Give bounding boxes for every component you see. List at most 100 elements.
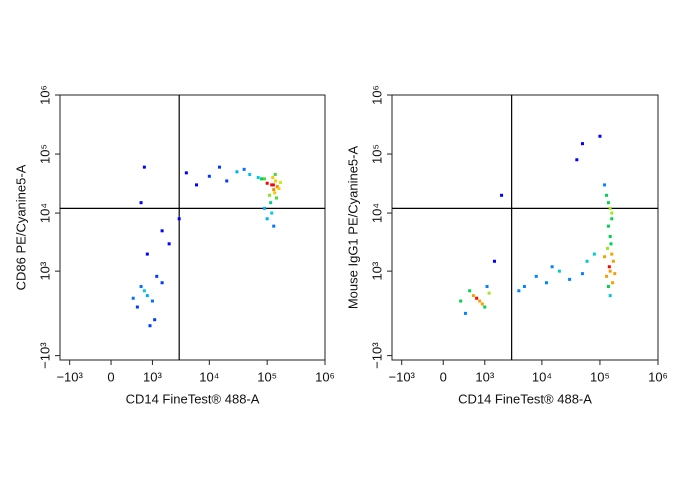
event-dot xyxy=(608,206,612,210)
event-dot xyxy=(492,259,496,263)
event-dot xyxy=(611,259,615,263)
event-dot xyxy=(256,176,260,180)
event-dot xyxy=(610,252,614,256)
event-dot xyxy=(263,177,267,181)
event-dot xyxy=(148,324,152,328)
x-tick-label: 10⁴ xyxy=(199,369,219,384)
y-tick-label: −10³ xyxy=(37,342,52,369)
event-dot xyxy=(610,217,614,221)
event-dot xyxy=(150,299,154,303)
y-axis-label: CD86 PE/Cyanine5-A xyxy=(13,164,28,290)
event-dot xyxy=(487,291,491,295)
event-dot xyxy=(557,269,561,273)
event-dot xyxy=(270,211,274,215)
event-dot xyxy=(613,272,617,276)
x-tick-label: 10⁶ xyxy=(648,369,668,384)
event-dot xyxy=(270,183,274,187)
x-tick-label: 0 xyxy=(440,369,447,384)
y-tick-label: 10³ xyxy=(37,261,52,280)
event-dot xyxy=(269,201,273,205)
event-dot xyxy=(609,242,613,246)
y-tick-label: 10⁵ xyxy=(37,144,52,164)
y-tick-label: 10⁴ xyxy=(369,203,384,223)
event-dot xyxy=(272,224,276,228)
event-dot xyxy=(142,289,146,293)
y-tick-label: 10³ xyxy=(369,261,384,280)
event-dot xyxy=(265,217,269,221)
event-dot xyxy=(218,165,222,169)
x-tick-label: 10³ xyxy=(475,369,494,384)
event-dot xyxy=(608,294,612,298)
x-tick-label: 10⁵ xyxy=(257,369,277,384)
event-dot xyxy=(155,274,159,278)
y-tick-label: 10⁶ xyxy=(369,85,384,105)
event-dot xyxy=(575,158,579,162)
event-dot xyxy=(580,272,584,276)
event-dot xyxy=(131,296,135,300)
event-dot xyxy=(177,217,181,221)
event-dot xyxy=(606,201,610,205)
event-dot xyxy=(606,285,610,289)
event-dot xyxy=(471,294,475,298)
event-dot xyxy=(275,185,279,189)
event-dot xyxy=(145,294,149,298)
event-dot xyxy=(145,252,149,256)
event-dot xyxy=(485,285,489,289)
event-dot xyxy=(139,285,143,289)
event-dot xyxy=(605,274,609,278)
event-dot xyxy=(278,180,282,184)
event-dot xyxy=(195,183,199,187)
event-dot xyxy=(184,171,188,175)
event-dot xyxy=(475,296,479,300)
y-tick-label: 10⁵ xyxy=(369,144,384,164)
event-dot xyxy=(611,281,615,285)
event-dot xyxy=(272,188,276,192)
event-dot xyxy=(550,265,554,269)
event-dot xyxy=(517,289,521,293)
event-dot xyxy=(260,177,264,181)
event-dot xyxy=(608,269,612,273)
event-dot xyxy=(242,167,246,171)
event-dot xyxy=(160,229,164,233)
event-dot xyxy=(265,181,269,185)
y-tick-label: −10³ xyxy=(369,342,384,369)
event-dot xyxy=(603,183,607,187)
event-dot xyxy=(459,299,463,303)
event-dot xyxy=(207,174,211,178)
x-tick-label: 10⁵ xyxy=(590,369,610,384)
event-dot xyxy=(273,173,277,177)
x-tick-label: 10³ xyxy=(143,369,162,384)
event-dot xyxy=(268,193,272,197)
x-tick-label: −10³ xyxy=(56,369,83,384)
event-dot xyxy=(139,201,143,205)
event-dot xyxy=(135,305,139,309)
event-dot xyxy=(225,179,229,183)
event-dot xyxy=(606,246,610,250)
event-dot xyxy=(522,285,526,289)
y-tick-label: 10⁴ xyxy=(37,203,52,223)
event-dot xyxy=(607,265,611,269)
event-dot xyxy=(544,281,548,285)
event-dot xyxy=(598,134,602,138)
plot-frame xyxy=(391,94,659,361)
event-dot xyxy=(580,142,584,146)
event-dot xyxy=(606,224,610,228)
event-dot xyxy=(142,165,146,169)
event-dot xyxy=(153,318,157,322)
y-tick-label: 10⁶ xyxy=(37,85,52,105)
event-dot xyxy=(480,302,484,306)
event-dot xyxy=(273,191,277,195)
x-tick-label: 10⁶ xyxy=(315,369,335,384)
event-dot xyxy=(592,252,596,256)
event-dot xyxy=(608,235,612,239)
event-dot xyxy=(603,255,607,259)
event-dot xyxy=(263,206,267,210)
event-dot xyxy=(271,183,275,187)
event-dot xyxy=(160,281,164,285)
event-dot xyxy=(248,173,252,177)
event-dot xyxy=(585,259,589,263)
event-dot xyxy=(483,305,487,309)
event-dot xyxy=(534,274,538,278)
event-dot xyxy=(468,289,472,293)
